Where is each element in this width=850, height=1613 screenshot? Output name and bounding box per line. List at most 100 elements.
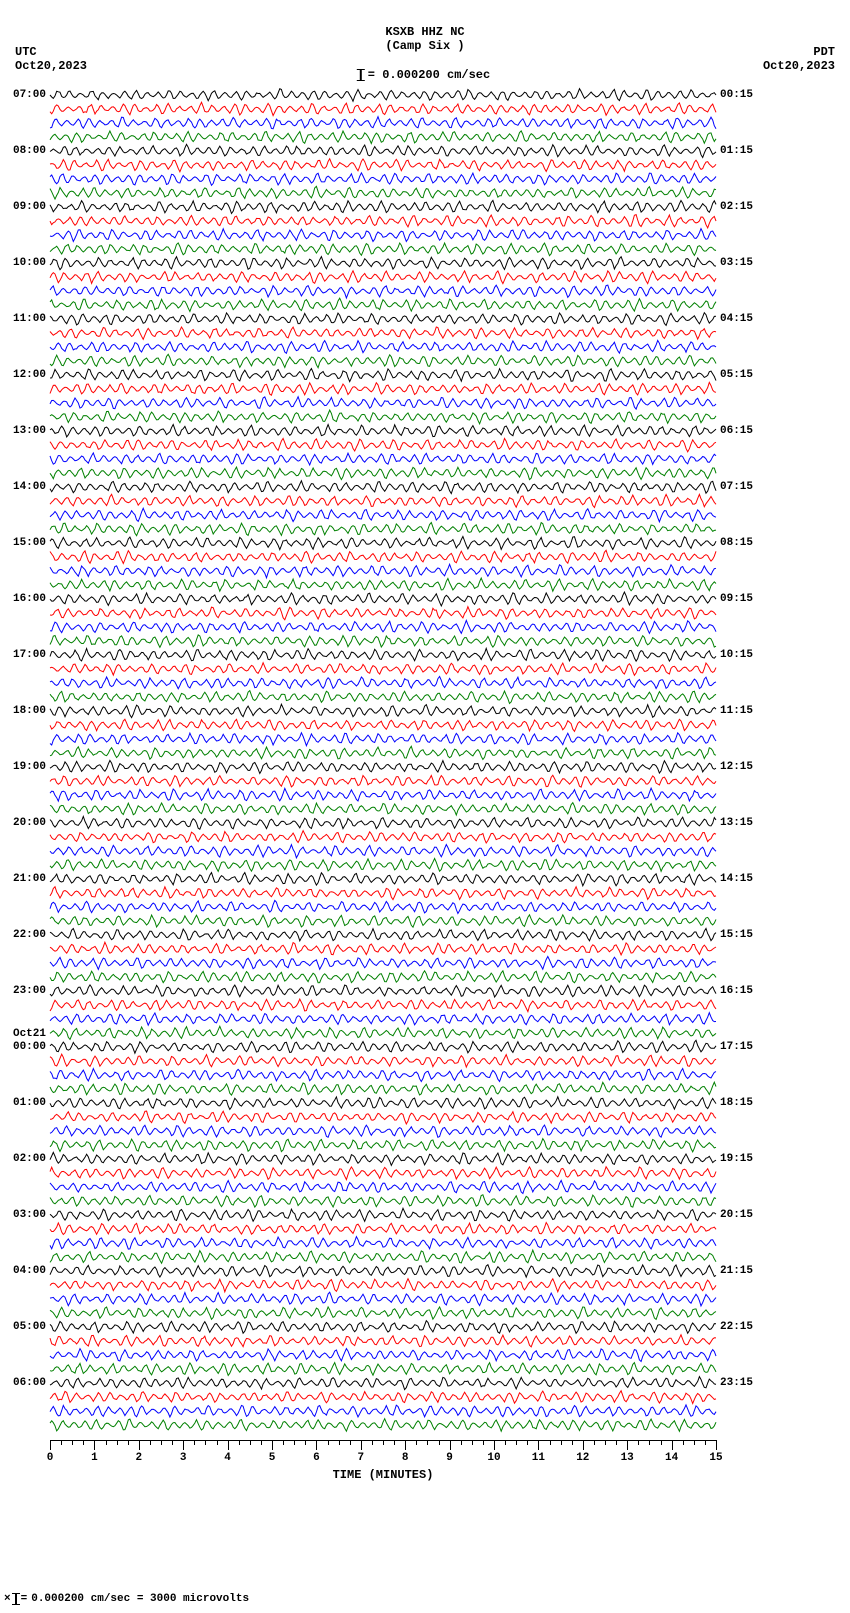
x-tick-major xyxy=(50,1440,51,1450)
trace-row xyxy=(50,1026,716,1040)
footer-text: 0.000200 cm/sec = 3000 microvolts xyxy=(31,1593,249,1605)
x-tick-label: 15 xyxy=(709,1452,722,1464)
utc-time-label: 12:00 xyxy=(13,369,46,381)
right-date: Oct20,2023 xyxy=(763,59,835,73)
trace-row xyxy=(50,1124,716,1138)
left-date: Oct20,2023 xyxy=(15,59,87,73)
x-tick-label: 12 xyxy=(576,1452,589,1464)
x-tick-minor xyxy=(505,1440,506,1445)
trace-row xyxy=(50,970,716,984)
pdt-time-label: 16:15 xyxy=(720,985,753,997)
x-tick-minor xyxy=(106,1440,107,1445)
utc-time-label: 05:00 xyxy=(13,1321,46,1333)
x-tick-minor xyxy=(472,1440,473,1445)
trace-row xyxy=(50,1222,716,1236)
x-tick-label: 2 xyxy=(135,1452,142,1464)
trace-row xyxy=(50,172,716,186)
pdt-time-label: 11:15 xyxy=(720,705,753,717)
x-tick-major xyxy=(583,1440,584,1450)
utc-time-label: 23:00 xyxy=(13,985,46,997)
x-tick-label: 13 xyxy=(621,1452,634,1464)
pdt-time-label: 06:15 xyxy=(720,425,753,437)
trace-row xyxy=(50,522,716,536)
pdt-time-label: 23:15 xyxy=(720,1377,753,1389)
trace-row xyxy=(50,858,716,872)
x-tick-minor xyxy=(516,1440,517,1445)
trace-row xyxy=(50,788,716,802)
trace-row: 01:0018:15 xyxy=(50,1096,716,1110)
trace-row: 23:0016:15 xyxy=(50,984,716,998)
trace-row xyxy=(50,942,716,956)
trace-row xyxy=(50,634,716,648)
utc-time-label: 21:00 xyxy=(13,873,46,885)
trace-row xyxy=(50,564,716,578)
trace-row: 04:0021:15 xyxy=(50,1264,716,1278)
x-tick-major xyxy=(361,1440,362,1450)
x-tick-minor xyxy=(638,1440,639,1445)
trace-row xyxy=(50,130,716,144)
pdt-time-label: 19:15 xyxy=(720,1153,753,1165)
trace-row xyxy=(50,326,716,340)
trace-row xyxy=(50,676,716,690)
x-tick-minor xyxy=(217,1440,218,1445)
trace-row xyxy=(50,662,716,676)
trace-row: 06:0023:15 xyxy=(50,1376,716,1390)
right-timezone: PDT xyxy=(763,45,835,59)
trace-row xyxy=(50,102,716,116)
x-tick-minor xyxy=(128,1440,129,1445)
trace-row xyxy=(50,508,716,522)
header-left: UTC Oct20,2023 xyxy=(15,45,87,73)
trace-row xyxy=(50,606,716,620)
station-code: KSXB HHZ NC xyxy=(0,25,850,39)
pdt-time-label: 15:15 xyxy=(720,929,753,941)
trace-row: 20:0013:15 xyxy=(50,816,716,830)
x-tick-minor xyxy=(605,1440,606,1445)
trace-row xyxy=(50,452,716,466)
trace-row: 15:0008:15 xyxy=(50,536,716,550)
utc-time-label: 01:00 xyxy=(13,1097,46,1109)
footer-prefix: = xyxy=(21,1593,28,1605)
trace-row: 07:0000:15 xyxy=(50,88,716,102)
date-change-label: Oct21 xyxy=(13,1028,46,1040)
x-tick-minor xyxy=(372,1440,373,1445)
scale-legend: = 0.000200 cm/sec xyxy=(360,68,490,82)
pdt-time-label: 05:15 xyxy=(720,369,753,381)
pdt-time-label: 12:15 xyxy=(720,761,753,773)
x-tick-major xyxy=(450,1440,451,1450)
x-tick-major xyxy=(494,1440,495,1450)
trace-row: 02:0019:15 xyxy=(50,1152,716,1166)
x-tick-minor xyxy=(283,1440,284,1445)
trace-row xyxy=(50,1166,716,1180)
utc-time-label: 08:00 xyxy=(13,145,46,157)
x-tick-major xyxy=(183,1440,184,1450)
trace-row xyxy=(50,438,716,452)
trace-row: 03:0020:15 xyxy=(50,1208,716,1222)
x-tick-minor xyxy=(305,1440,306,1445)
x-tick-minor xyxy=(572,1440,573,1445)
x-tick-label: 4 xyxy=(224,1452,231,1464)
x-axis-title: TIME (MINUTES) xyxy=(333,1468,434,1482)
utc-time-label: 17:00 xyxy=(13,649,46,661)
utc-time-label: 14:00 xyxy=(13,481,46,493)
x-tick-minor xyxy=(350,1440,351,1445)
pdt-time-label: 18:15 xyxy=(720,1097,753,1109)
x-tick-label: 3 xyxy=(180,1452,187,1464)
trace-row xyxy=(50,466,716,480)
trace-row xyxy=(50,1180,716,1194)
trace-row xyxy=(50,494,716,508)
trace-row xyxy=(50,396,716,410)
x-tick-major xyxy=(627,1440,628,1450)
trace-row xyxy=(50,284,716,298)
x-tick-minor xyxy=(150,1440,151,1445)
trace-row xyxy=(50,1404,716,1418)
pdt-time-label: 21:15 xyxy=(720,1265,753,1277)
x-tick-minor xyxy=(694,1440,695,1445)
x-tick-minor xyxy=(416,1440,417,1445)
x-tick-major xyxy=(316,1440,317,1450)
footer: × = 0.000200 cm/sec = 3000 microvolts xyxy=(4,1593,249,1605)
utc-time-label: 10:00 xyxy=(13,257,46,269)
x-tick-minor xyxy=(661,1440,662,1445)
x-tick-label: 10 xyxy=(487,1452,500,1464)
trace-row: 09:0002:15 xyxy=(50,200,716,214)
trace-row xyxy=(50,998,716,1012)
